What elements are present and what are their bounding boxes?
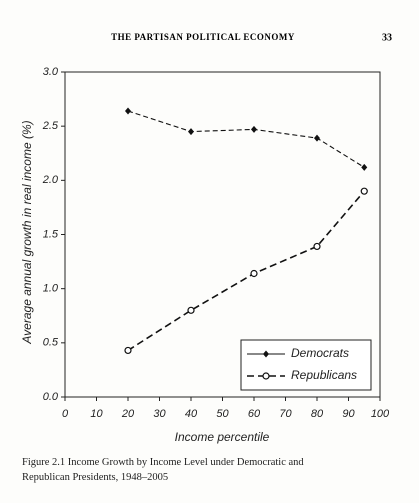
x-tick-label: 90 bbox=[342, 408, 355, 420]
x-tick-label: 0 bbox=[62, 408, 69, 420]
running-title: THE PARTISAN POLITICAL ECONOMY bbox=[111, 32, 295, 42]
x-tick-label: 40 bbox=[185, 408, 198, 420]
data-point bbox=[361, 163, 368, 171]
data-point bbox=[250, 269, 258, 278]
x-tick-label: 60 bbox=[248, 408, 261, 420]
x-tick-label: 80 bbox=[311, 408, 324, 420]
x-tick-label: 30 bbox=[153, 408, 166, 420]
data-point bbox=[187, 306, 195, 314]
y-tick-label: 2.0 bbox=[42, 174, 59, 186]
series-line bbox=[127, 190, 365, 352]
y-axis-label: Average annual growth in real income (%) bbox=[20, 120, 34, 344]
page-number: 33 bbox=[382, 32, 392, 43]
series-line bbox=[127, 110, 365, 168]
y-tick-label: 1.5 bbox=[43, 228, 59, 240]
y-tick-label: 0.5 bbox=[43, 337, 59, 349]
legend-marker bbox=[262, 372, 270, 380]
x-tick-label: 10 bbox=[90, 408, 103, 420]
y-tick-label: 3.0 bbox=[43, 66, 59, 78]
data-point bbox=[251, 125, 257, 133]
caption: Figure 2.1 Income Growth by Income Level… bbox=[22, 457, 304, 483]
data-point bbox=[314, 134, 320, 142]
data-point bbox=[124, 346, 132, 355]
data-point bbox=[360, 187, 368, 195]
legend-box bbox=[240, 339, 372, 391]
y-tick-label: 0.0 bbox=[43, 391, 59, 403]
x-tick-label: 20 bbox=[121, 408, 135, 420]
legend-label: Democrats bbox=[291, 346, 349, 360]
x-tick-label: 50 bbox=[216, 408, 229, 420]
legend-marker bbox=[263, 350, 269, 358]
y-tick-label: 1.0 bbox=[43, 283, 59, 295]
data-point bbox=[313, 242, 321, 251]
legend-label: Republicans bbox=[291, 368, 357, 382]
data-point bbox=[125, 107, 131, 115]
x-tick-label: 100 bbox=[371, 408, 390, 420]
x-axis-label: Income percentile bbox=[175, 430, 270, 444]
y-tick-label: 2.5 bbox=[42, 120, 59, 132]
x-tick-label: 70 bbox=[279, 408, 292, 420]
data-point bbox=[188, 128, 194, 136]
